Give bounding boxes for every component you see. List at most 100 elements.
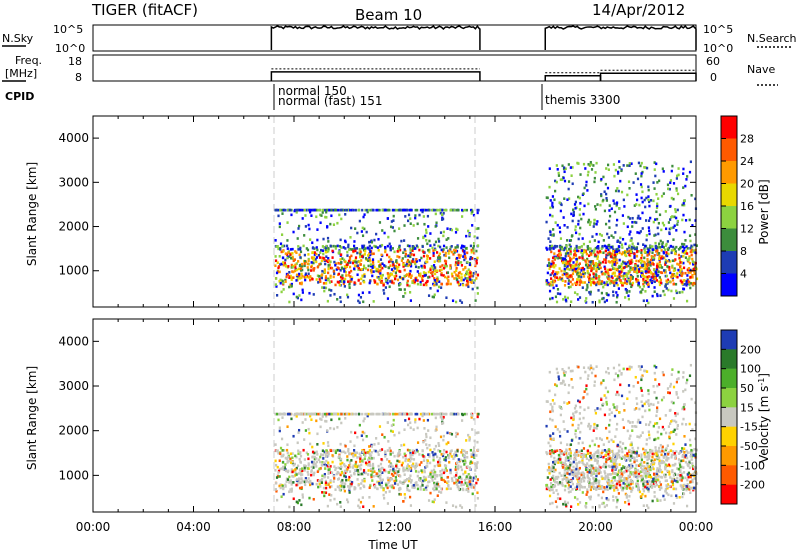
velocity-pixel [277, 451, 280, 455]
power-pixel [625, 291, 628, 294]
power-pixel [617, 172, 620, 175]
velocity-pixel [407, 479, 411, 483]
power-pixel [650, 281, 654, 285]
freq-tick-top: 18 [68, 55, 82, 68]
power-pixel [623, 251, 626, 254]
velocity-pixel [565, 476, 568, 480]
power-pixel [352, 249, 355, 253]
power-pixel [370, 271, 373, 274]
velocity-pixel [398, 468, 401, 471]
velocity-pixel [274, 468, 277, 472]
power-pixel [390, 272, 393, 276]
power-pixel [609, 282, 612, 285]
velocity-pixel [440, 417, 444, 420]
velocity-pixel [469, 460, 472, 464]
power-pixel [605, 299, 609, 302]
velocity-pixel [658, 485, 661, 488]
power-pixel [572, 208, 575, 212]
power-pixel [601, 272, 604, 276]
power-pixel [635, 193, 638, 196]
power-pixel [572, 210, 575, 214]
velocity-pixel [378, 412, 381, 416]
power-pixel [572, 214, 575, 217]
power-pixel [387, 208, 390, 212]
velocity-pixel [432, 456, 435, 459]
velocity-pixel [673, 471, 676, 475]
velocity-pixel [307, 457, 310, 461]
velocity-pixel [443, 412, 446, 416]
power-pixel [297, 208, 301, 212]
velocity-pixel [402, 467, 405, 471]
power-pixel [405, 208, 409, 212]
power-pixel [466, 251, 469, 255]
power-pixel [309, 238, 312, 241]
velocity-pixel [363, 431, 366, 435]
power-pixel [403, 274, 406, 278]
power-pixel [463, 250, 466, 253]
power-pixel [612, 294, 615, 297]
power-pixel [578, 278, 581, 282]
power-pixel [616, 269, 619, 272]
power-pixel [323, 268, 326, 271]
power-pixel [570, 300, 573, 304]
power-pixel [284, 264, 288, 268]
velocity-pixel [588, 444, 592, 448]
power-pixel [569, 266, 573, 270]
power-pixel [653, 253, 656, 257]
velocity-pixel [608, 451, 611, 454]
power-pixel [559, 253, 562, 257]
power-pixel [361, 234, 365, 238]
velocity-pixel [299, 454, 303, 458]
velocity-pixel [307, 427, 310, 431]
velocity-pixel [327, 468, 330, 471]
power-pixel [404, 252, 407, 256]
velocity-pixel [327, 470, 330, 473]
power-pixel [551, 279, 555, 282]
power-pixel [596, 246, 599, 249]
power-pixel [668, 187, 671, 191]
velocity-pixel [365, 462, 368, 466]
power-pixel [567, 187, 570, 191]
velocity-pixel [474, 504, 477, 507]
velocity-pixel [356, 478, 359, 481]
power-pixel [569, 247, 572, 250]
velocity-pixel [331, 460, 334, 464]
power-pixel [353, 283, 356, 286]
power-pixel [325, 255, 328, 258]
power-pixel [363, 280, 366, 284]
power-pixel [597, 251, 600, 255]
power-pixel [365, 258, 368, 262]
velocity-pixel [396, 459, 399, 463]
velocity-pixel [406, 423, 410, 427]
power-pixel [568, 256, 572, 260]
velocity-pixel [628, 437, 631, 440]
velocity-pixel [324, 483, 327, 486]
power-pixel [605, 256, 608, 259]
velocity-pixel [672, 385, 676, 389]
power-pixel [427, 248, 430, 252]
velocity-pixel [652, 462, 655, 466]
power-pixel [672, 269, 675, 273]
power-pixel [363, 252, 366, 256]
power-pixel [436, 208, 439, 212]
velocity-pixel [440, 478, 443, 481]
velocity-pixel [462, 483, 465, 486]
power-pixel [689, 275, 692, 279]
velocity-pixel [334, 466, 338, 470]
velocity-pixel [371, 469, 374, 473]
power-pixel [588, 240, 592, 244]
power-pixel [549, 245, 552, 249]
power-pixel [428, 275, 431, 279]
power-pixel [556, 292, 560, 295]
power-pixel [294, 208, 298, 212]
power-pixel [555, 300, 559, 304]
power-pixel [580, 273, 583, 276]
velocity-pixel [687, 475, 690, 479]
power-pixel [618, 160, 621, 163]
velocity-pixel [588, 485, 591, 488]
power-pixel [590, 168, 594, 171]
power-pixel [386, 278, 389, 282]
power-pixel [318, 263, 321, 266]
power-pixel [476, 292, 479, 295]
power-pixel [685, 178, 688, 181]
